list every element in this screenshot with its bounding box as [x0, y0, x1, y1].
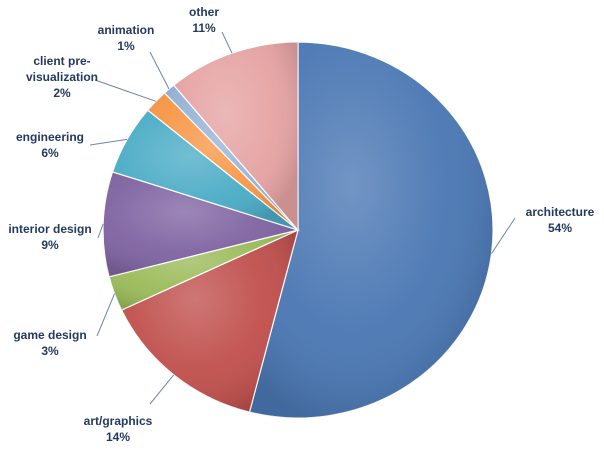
pie-slice-gloss — [112, 110, 298, 230]
pie-slice-gloss — [103, 171, 299, 277]
data-label-client-pre-visualization: client pre-visualization 2% — [26, 54, 98, 100]
leader-line-animation — [149, 51, 170, 90]
leader-line-architecture — [491, 217, 516, 254]
data-label-architecture: architecture 54% — [526, 205, 595, 235]
slice-category: client pre- — [33, 54, 90, 68]
leader-line-client-pre-visualization — [94, 79, 157, 102]
pie-slice-gloss — [249, 42, 494, 418]
pie-slice-gloss — [147, 92, 298, 230]
slice-percent: 9% — [41, 238, 59, 252]
data-label-interior-design: interior design 9% — [8, 222, 91, 252]
slice-category: visualization — [26, 70, 98, 84]
leader-line-art-graphics — [149, 374, 175, 405]
data-label-other: other 11% — [189, 5, 219, 35]
slice-percent: 54% — [548, 221, 572, 235]
leader-line-other — [221, 31, 233, 54]
pie-slice-gloss — [164, 85, 298, 230]
slice-percent: 6% — [41, 146, 59, 160]
pie-slices — [102, 41, 494, 419]
slice-percent: 11% — [192, 21, 216, 35]
data-label-game-design: game design 3% — [13, 328, 86, 358]
slice-percent: 3% — [41, 344, 59, 358]
pie-slice-gloss — [121, 230, 298, 413]
pie-labels: architecture 54% art/graphics 14% game desig… — [8, 5, 594, 444]
pie-slice-gloss — [173, 42, 298, 230]
leader-line-engineering — [89, 138, 128, 146]
slice-percent: 1% — [117, 39, 135, 53]
slice-category: art/graphics — [84, 414, 153, 428]
slice-category: other — [189, 5, 219, 19]
data-label-engineering: engineering 6% — [16, 130, 84, 160]
leader-line-game-design — [96, 293, 115, 337]
data-label-art-graphics: art/graphics 14% — [84, 414, 153, 444]
slice-category: animation — [98, 23, 155, 37]
slice-category: architecture — [526, 205, 595, 219]
slice-percent: 14% — [106, 430, 130, 444]
slice-category: game design — [13, 328, 86, 342]
slice-category: interior design — [8, 222, 91, 236]
leader-line-interior-design — [97, 223, 104, 239]
slice-percent: 2% — [53, 86, 71, 100]
slice-category: engineering — [16, 130, 84, 144]
pie-slice-gloss — [109, 230, 298, 311]
data-label-animation: animation 1% — [98, 23, 155, 53]
